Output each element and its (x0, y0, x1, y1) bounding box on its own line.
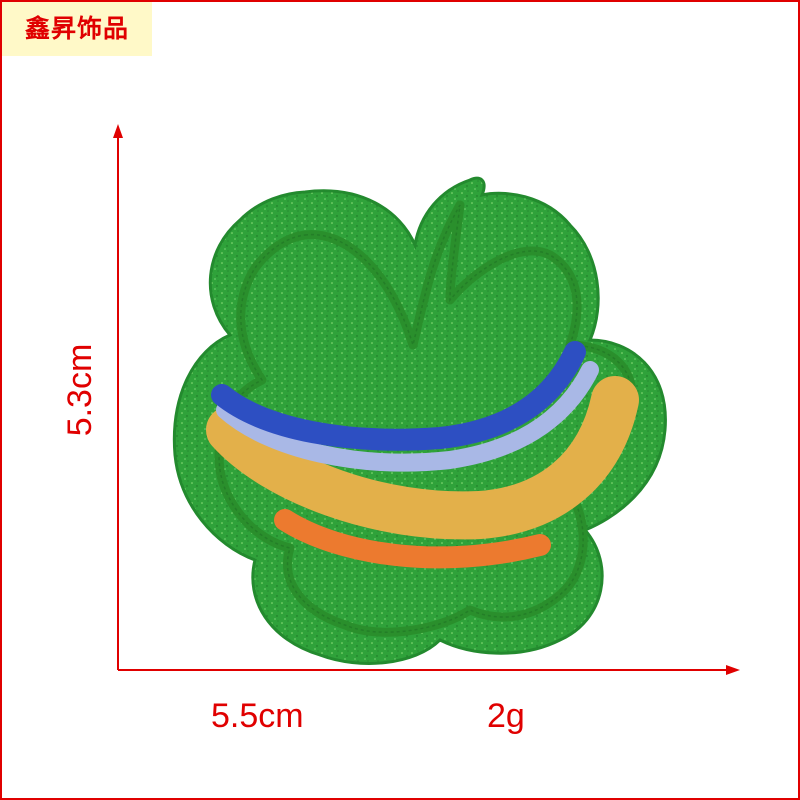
rainbow-stripe-gold (206, 376, 639, 540)
brand-label: 鑫昇饰品 (2, 2, 152, 56)
width-axis-arrow (118, 665, 740, 675)
clover-patch (172, 176, 667, 665)
width-label: 5.5cm (211, 697, 304, 735)
rainbow-stripe-orange (274, 509, 551, 569)
height-axis-arrow (113, 124, 123, 670)
rainbow-stripe-lavender (216, 361, 599, 472)
weight-label: 2g (487, 697, 525, 735)
height-label: 5.3cm (61, 343, 99, 437)
rainbow-embroidery (206, 341, 639, 569)
rainbow-stripe-blue (211, 341, 586, 451)
